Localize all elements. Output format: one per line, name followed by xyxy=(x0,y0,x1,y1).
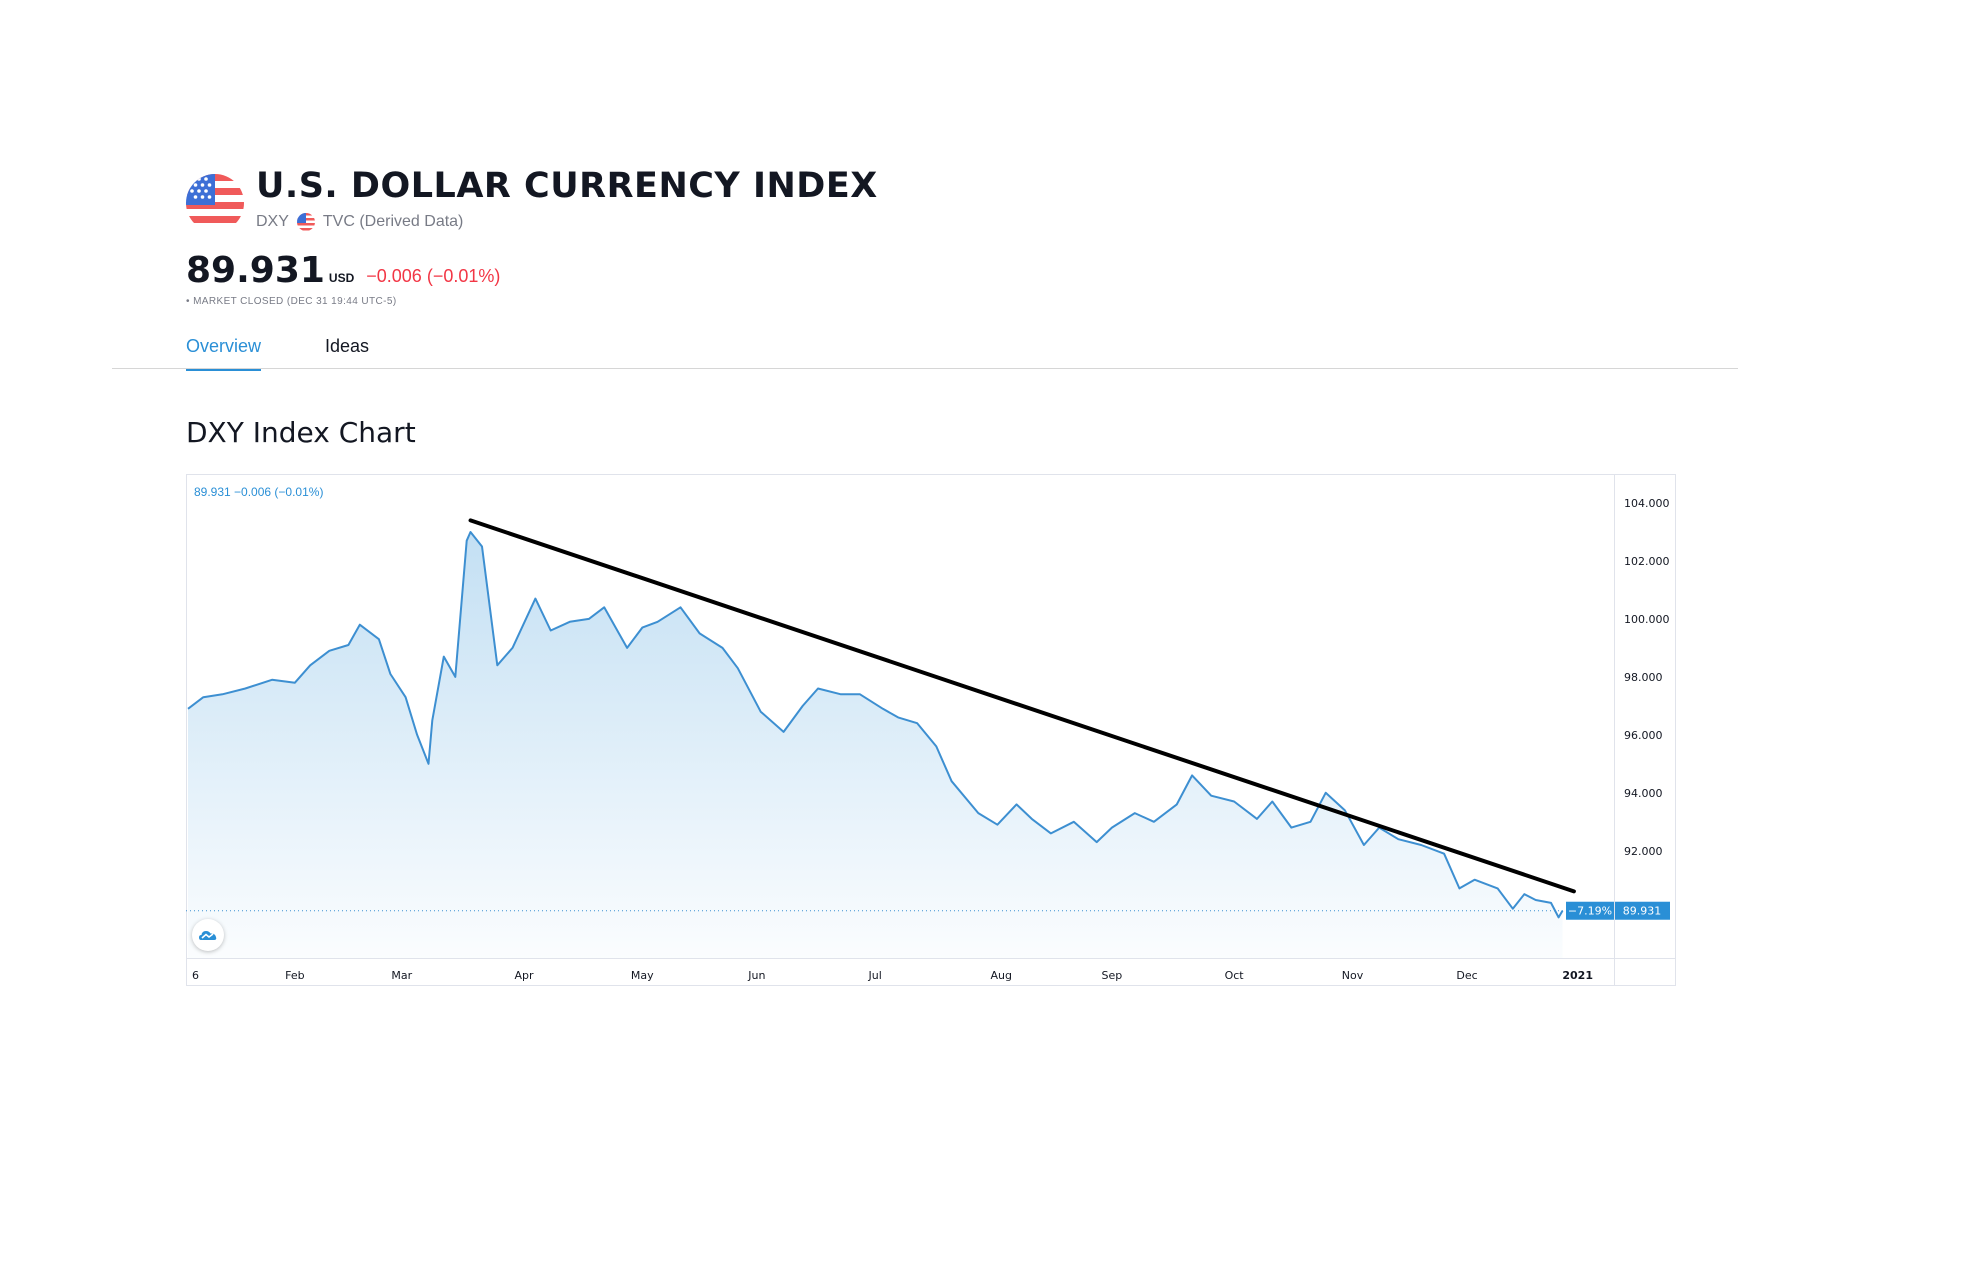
market-status: • MARKET CLOSED (DEC 31 19:44 UTC-5) xyxy=(186,296,397,307)
trendline[interactable] xyxy=(468,518,1576,894)
source-label[interactable]: TVC (Derived Data) xyxy=(322,213,464,230)
symbol-line: DXY TVC (Derived Data) xyxy=(256,213,463,231)
x-tick-label: Apr xyxy=(514,969,534,982)
quote-row: 89.931 USD −0.006 (−0.01%) xyxy=(186,250,500,291)
x-tick-label: Feb xyxy=(285,969,304,982)
cloud-chart-icon xyxy=(199,931,217,940)
tab-bar: Overview Ideas xyxy=(186,336,369,371)
y-tick-label: 104.000 xyxy=(1624,497,1670,510)
y-tick-label: 102.000 xyxy=(1624,555,1670,568)
x-tick-label: Nov xyxy=(1342,969,1364,982)
x-tick-label: May xyxy=(631,969,654,982)
x-tick-label: 6 xyxy=(192,969,199,982)
currency-label: USD xyxy=(328,271,355,285)
tab-divider xyxy=(112,368,1738,369)
x-tick-label: Jun xyxy=(747,969,765,982)
us-flag-icon xyxy=(186,174,244,232)
y-tick-label: 92.000 xyxy=(1624,845,1663,858)
y-tick-label: 94.000 xyxy=(1624,787,1663,800)
pct-change-badge-label: −7.19% xyxy=(1568,905,1612,918)
series-area xyxy=(188,532,1563,958)
x-tick-label: Jul xyxy=(868,969,882,982)
last-price-badge-label: 89.931 xyxy=(1623,905,1662,918)
x-tick-label: Sep xyxy=(1102,969,1123,982)
symbol-label[interactable]: DXY xyxy=(256,213,289,230)
us-flag-small-icon xyxy=(296,213,315,231)
chart-section-title: DXY Index Chart xyxy=(186,416,416,449)
y-tick-label: 100.000 xyxy=(1624,613,1670,626)
dxy-chart[interactable]: 104.000 102.000 100.000 98.000 96.000 94.000 9… xyxy=(186,474,1676,986)
chart-legend: 89.931 −0.006 (−0.01%) xyxy=(194,485,324,499)
tab-overview[interactable]: Overview xyxy=(186,336,262,371)
x-tick-label: Aug xyxy=(990,969,1011,982)
series-line[interactable] xyxy=(187,531,1564,919)
pct-change-badge xyxy=(1566,901,1614,920)
page-title: U.S. DOLLAR CURRENCY INDEX xyxy=(256,166,878,206)
x-tick-label: 2021 xyxy=(1562,969,1593,982)
x-tick-label: Dec xyxy=(1456,969,1477,982)
y-tick-label: 96.000 xyxy=(1624,729,1663,742)
tab-ideas[interactable]: Ideas xyxy=(325,336,370,356)
price-change: −0.006 (−0.01%) xyxy=(366,266,501,286)
last-price: 89.931 xyxy=(186,250,325,291)
x-tick-label: Mar xyxy=(391,969,412,982)
x-tick-label: Oct xyxy=(1225,969,1245,982)
y-tick-label: 98.000 xyxy=(1624,671,1663,684)
last-price-badge xyxy=(1615,901,1670,920)
tradingview-logo-button[interactable] xyxy=(192,919,224,951)
